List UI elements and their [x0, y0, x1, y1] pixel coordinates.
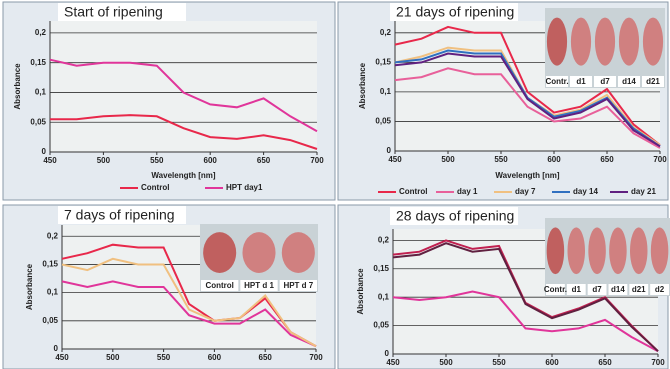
y-axis-label: Absorbance	[358, 62, 367, 109]
x-tick-label: 700	[653, 155, 667, 164]
photo-label: d1	[576, 77, 586, 86]
plot-area	[50, 21, 317, 152]
legend-label: Control	[141, 183, 169, 192]
x-tick-label: 500	[439, 358, 453, 367]
chart-title: 21 days of ripening	[396, 4, 514, 20]
sample	[643, 18, 663, 66]
page: 0 0,05 0,1 0,15 0,2 450 500 550 600 650 700 Absorba…	[0, 0, 670, 369]
y-tick-label: 0,05	[373, 321, 389, 330]
x-tick-label: 600	[547, 155, 561, 164]
y-axis-label: Absorbance	[13, 63, 22, 110]
sample	[568, 227, 586, 274]
x-tick-label: 550	[150, 156, 164, 165]
x-tick-label: 500	[106, 353, 120, 362]
photo-label: Contr.	[544, 285, 567, 294]
x-tick-label: 550	[494, 155, 508, 164]
y-tick-label: 0	[42, 147, 47, 156]
x-tick-label: 700	[310, 156, 324, 165]
x-tick-label: 600	[545, 358, 559, 367]
y-tick-label: 0,05	[375, 117, 391, 126]
legend-label: day 14	[573, 187, 598, 196]
sample	[588, 227, 606, 274]
legend-label: day 7	[515, 187, 536, 196]
y-tick-label: 0,1	[380, 87, 392, 96]
y-tick-label: 0,15	[42, 260, 58, 269]
y-tick-label: 0,1	[378, 292, 390, 301]
x-axis-label: Wavelength [nm]	[151, 171, 215, 180]
photo-label: d1	[572, 285, 582, 294]
photo-label: d21	[632, 285, 646, 294]
x-tick-label: 650	[600, 155, 614, 164]
legend-label: Control	[399, 187, 427, 196]
sample	[242, 232, 275, 273]
sample	[547, 18, 567, 66]
x-tick-label: 550	[492, 358, 506, 367]
x-tick-label: 450	[43, 156, 57, 165]
photo-label: Contr.	[545, 77, 568, 86]
x-tick-label: 550	[157, 353, 171, 362]
sample	[630, 227, 648, 274]
x-tick-label: 600	[204, 156, 218, 165]
y-tick-label: 0,15	[375, 57, 391, 66]
photo-label: d21	[646, 77, 660, 86]
x-tick-label: 450	[388, 155, 402, 164]
x-tick-label: 500	[441, 155, 455, 164]
y-tick-label: 0,1	[35, 88, 47, 97]
x-tick-label: 650	[598, 358, 612, 367]
y-tick-label: 0,2	[378, 235, 390, 244]
x-tick-label: 450	[55, 353, 69, 362]
sample	[203, 232, 236, 273]
y-tick-label: 0,15	[373, 264, 389, 273]
sample	[619, 18, 639, 66]
sample	[571, 18, 591, 66]
sample	[547, 227, 565, 274]
sample	[609, 227, 627, 274]
sample	[651, 227, 669, 274]
x-tick-label: 600	[208, 353, 222, 362]
y-axis-label: Absorbance	[356, 268, 365, 315]
photo-label: d14	[622, 77, 636, 86]
y-axis-label: Absorbance	[25, 263, 34, 310]
x-tick-label: 500	[97, 156, 111, 165]
x-tick-label: 650	[259, 353, 273, 362]
photo-label: d14	[611, 285, 625, 294]
chart-title: Start of ripening	[64, 4, 163, 20]
y-tick-label: 0,1	[47, 288, 59, 297]
y-tick-label: 0,2	[35, 28, 47, 37]
y-tick-label: 0,2	[47, 231, 59, 240]
chart-title: 28 days of ripening	[396, 208, 514, 224]
photo-label: d2	[655, 285, 665, 294]
photo-label: Control	[205, 281, 233, 290]
sample	[282, 232, 315, 273]
y-tick-label: 0,05	[42, 316, 58, 325]
photo-label: HPT d 1	[244, 281, 274, 290]
sample	[595, 18, 615, 66]
figure: 0 0,05 0,1 0,15 0,2 450 500 550 600 650 700 Absorba…	[0, 0, 670, 369]
y-tick-label: 0,05	[30, 117, 46, 126]
y-tick-label: 0,2	[380, 28, 392, 37]
y-tick-label: 0	[54, 344, 59, 353]
legend-label: day 1	[457, 187, 478, 196]
x-axis-label: Wavelength [nm]	[495, 171, 559, 180]
x-tick-label: 700	[651, 358, 665, 367]
y-tick-label: 0,15	[30, 58, 46, 67]
chart-title: 7 days of ripening	[64, 207, 175, 223]
x-tick-label: 700	[309, 353, 323, 362]
legend-label: day 21	[631, 187, 656, 196]
y-tick-label: 0	[385, 349, 390, 358]
photo-label: HPT d 7	[283, 281, 313, 290]
y-tick-label: 0	[387, 146, 392, 155]
legend-label: HPT day1	[226, 183, 263, 192]
x-tick-label: 650	[257, 156, 271, 165]
x-tick-label: 450	[386, 358, 400, 367]
photo-label: d7	[600, 77, 610, 86]
photo-label: d7	[592, 285, 602, 294]
